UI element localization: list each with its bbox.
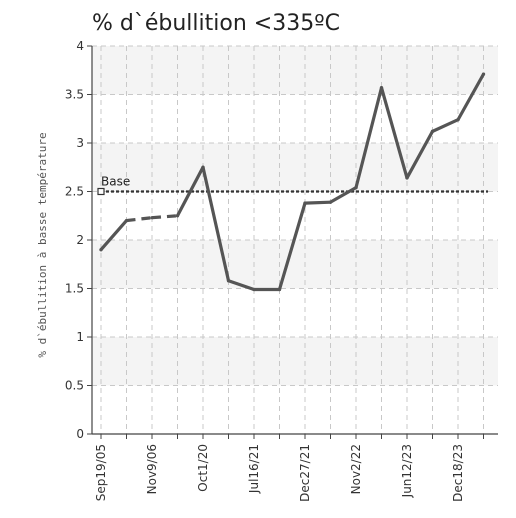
data-point	[405, 176, 409, 180]
x-tick-label: Jun12/23	[400, 444, 414, 498]
data-point	[277, 287, 282, 292]
x-tick-label: Nov9/06	[145, 444, 159, 494]
series-segment	[175, 165, 205, 218]
y-tick-label: 1.5	[65, 282, 84, 296]
y-tick-label: 2	[76, 233, 84, 247]
series-segment	[277, 201, 307, 292]
x-tick-label: Oct1/20	[196, 444, 210, 492]
x-tick-label: Sep19/05	[94, 444, 108, 501]
data-point	[328, 200, 333, 204]
plot-band	[92, 240, 498, 289]
data-point	[252, 287, 256, 292]
data-point	[201, 165, 205, 169]
series-segment	[151, 214, 178, 220]
x-tick-label: Dec18/23	[451, 444, 465, 502]
y-tick-label: 0	[76, 427, 84, 441]
data-point	[175, 214, 180, 218]
data-point	[430, 129, 435, 133]
y-tick-label: 3.5	[65, 88, 84, 102]
data-point	[226, 279, 231, 283]
y-axis-label: % d`ébullition à basse température	[36, 132, 49, 357]
series-segment	[99, 219, 129, 252]
data-point	[124, 219, 129, 223]
data-point	[379, 86, 384, 90]
data-point	[354, 186, 358, 190]
reference-line-group: Base	[97, 175, 488, 196]
series-segment	[201, 165, 231, 283]
series-segment	[430, 118, 460, 133]
series-segment	[126, 216, 153, 223]
reference-label: Base	[101, 175, 130, 189]
y-tick-label: 2.5	[65, 185, 84, 199]
series-segment	[303, 200, 333, 205]
series-segment	[405, 129, 435, 180]
x-tick-label: Jul16/21	[247, 444, 261, 494]
series-segment	[456, 72, 486, 122]
y-tick-label: 1	[76, 330, 84, 344]
grid-lines	[92, 45, 498, 434]
data-point	[456, 118, 460, 122]
x-axis-ticks: Sep19/05 Nov9/06 Oct1/20 Jul16/21 Dec27/21 No…	[94, 434, 484, 502]
plot-band	[92, 143, 498, 192]
plot-band	[92, 337, 498, 386]
x-tick-label: Nov2/22	[349, 444, 363, 494]
chart-title: % d`ébullition <335ºC	[92, 11, 340, 36]
reference-marker	[97, 187, 105, 196]
plot-band	[92, 46, 498, 95]
series-segment	[226, 279, 256, 292]
x-tick-label: Dec27/21	[298, 444, 312, 502]
plot-bands	[92, 46, 498, 386]
y-tick-label: 0.5	[65, 379, 84, 393]
data-point	[481, 72, 486, 76]
series-segment	[379, 86, 409, 180]
series-segment	[354, 86, 384, 190]
data-point	[99, 248, 103, 252]
y-tick-label: 3	[76, 136, 84, 150]
y-tick-label: 4	[76, 39, 84, 53]
series-group	[99, 72, 486, 292]
y-axis-ticks: 0 0.5 1 1.5 2 2.5 3 3.5 4	[65, 39, 92, 441]
series-segment	[328, 186, 358, 204]
data-point	[150, 216, 154, 220]
data-point	[303, 201, 307, 205]
